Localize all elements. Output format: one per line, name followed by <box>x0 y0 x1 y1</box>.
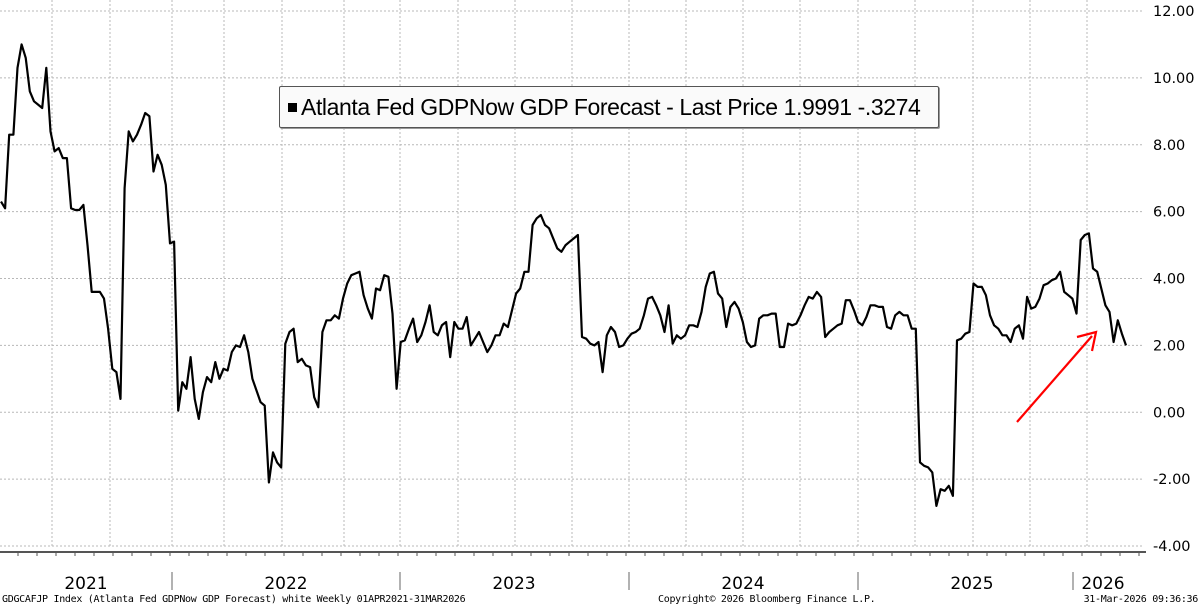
y-tick-label: 6.00 <box>1153 205 1185 221</box>
x-year-label: 2021 <box>64 574 107 594</box>
x-axis: 2021 2022 2023 2024 2025 2026 <box>0 551 1146 594</box>
legend-series-name: Atlanta Fed GDPNow GDP Forecast - Last P… <box>301 93 778 120</box>
legend: Atlanta Fed GDPNow GDP Forecast - Last P… <box>279 86 939 128</box>
y-tick-label: 10.00 <box>1153 71 1195 87</box>
x-year-label: 2026 <box>1081 574 1124 594</box>
y-tick-label: -2.00 <box>1153 472 1191 488</box>
legend-last-value: 1.9991 <box>783 93 852 120</box>
gdpnow-series-line <box>0 43 1128 507</box>
y-tick-label: -4.00 <box>1153 539 1191 555</box>
red-arrow-shaft <box>1016 335 1093 423</box>
y-tick-label: 4.00 <box>1153 272 1185 288</box>
footer-timestamp: 31-Mar-2026 09:36:36 <box>1083 594 1199 605</box>
footer-index-info: GDGCAFJP Index (Atlanta Fed GDPNow GDP F… <box>2 594 466 605</box>
x-year-label: 2025 <box>950 574 993 594</box>
series-layer <box>0 43 1128 507</box>
y-tick-label: 2.00 <box>1153 338 1185 354</box>
legend-label: Atlanta Fed GDPNow GDP Forecast - Last P… <box>301 93 921 121</box>
y-tick-label: 12.00 <box>1153 4 1195 20</box>
legend-change: -.3274 <box>857 93 921 120</box>
y-axis: 12.00 10.00 8.00 6.00 4.00 2.00 0.00 -2.00 -4.00 <box>1153 4 1195 555</box>
annotation-layer <box>1016 330 1098 423</box>
x-year-label: 2022 <box>264 574 307 594</box>
legend-swatch <box>288 102 297 112</box>
red-arrow-head <box>1076 330 1098 352</box>
y-tick-label: 0.00 <box>1153 405 1185 421</box>
footer-copyright: Copyright© 2026 Bloomberg Finance L.P. <box>658 594 876 605</box>
y-tick-label: 8.00 <box>1153 138 1185 154</box>
grid-lines <box>0 0 1142 547</box>
x-year-label: 2024 <box>721 574 764 594</box>
x-year-label: 2023 <box>492 574 535 594</box>
